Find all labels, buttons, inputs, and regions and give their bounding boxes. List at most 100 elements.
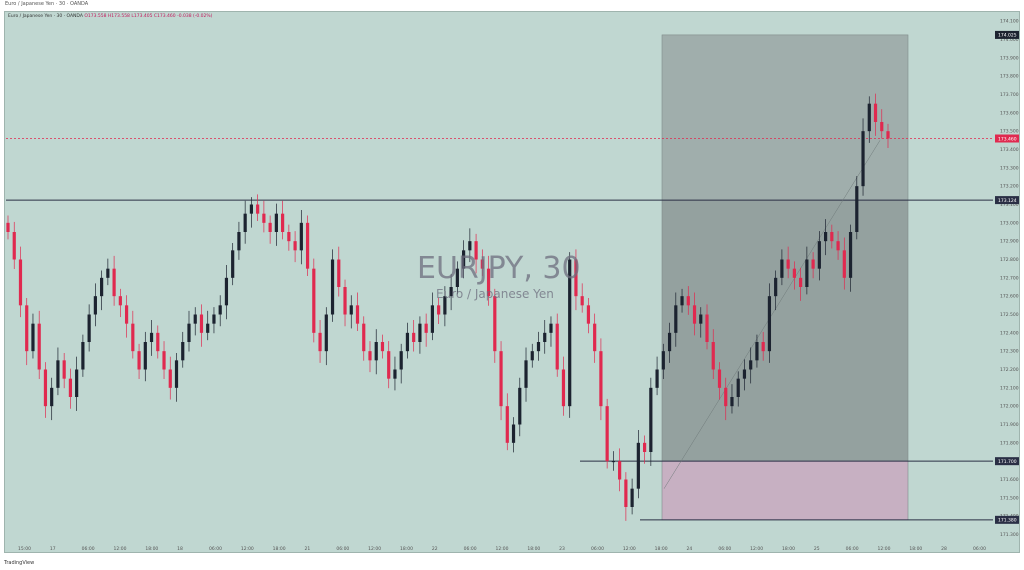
candle-body bbox=[611, 461, 615, 463]
candle-body bbox=[337, 259, 341, 287]
legend-title: Euro / Japanese Yen · 30 · OANDA bbox=[8, 14, 83, 19]
candle-body bbox=[848, 232, 853, 278]
x-tick-label: 12:00 bbox=[241, 546, 254, 552]
chart-legend: Euro / Japanese Yen · 30 · OANDA O173.55… bbox=[8, 14, 212, 19]
candle-body bbox=[842, 250, 846, 278]
x-tick-label: 22 bbox=[432, 546, 438, 552]
candle-body bbox=[162, 351, 166, 370]
y-tick-label: 172.100 bbox=[1000, 385, 1019, 391]
candle-body bbox=[124, 305, 129, 324]
candle-body bbox=[692, 305, 697, 324]
x-tick-label: 21 bbox=[305, 546, 311, 552]
candle-body bbox=[524, 360, 528, 388]
candle-body bbox=[405, 332, 410, 352]
x-tick-label: 23 bbox=[559, 546, 565, 552]
candle-body bbox=[755, 342, 759, 361]
candle-body bbox=[705, 314, 709, 342]
x-tick-label: 06:00 bbox=[973, 546, 986, 552]
candle-body bbox=[536, 342, 541, 352]
candle-body bbox=[630, 488, 634, 507]
candle-body bbox=[399, 351, 403, 370]
candle-body bbox=[580, 296, 584, 306]
y-tick-label: 173.400 bbox=[1000, 147, 1019, 153]
candle-body bbox=[412, 332, 416, 342]
trend-line bbox=[663, 140, 881, 489]
candle-body bbox=[505, 406, 509, 443]
x-tick-label: 18:00 bbox=[400, 546, 413, 552]
candle-body bbox=[193, 314, 197, 324]
candle-body bbox=[106, 268, 110, 278]
candle-body bbox=[249, 204, 254, 214]
y-tick-label: 172.400 bbox=[1000, 330, 1019, 336]
candle-body bbox=[374, 342, 378, 361]
x-tick-label: 18:00 bbox=[782, 546, 795, 552]
candle-body bbox=[174, 360, 179, 388]
candle-body bbox=[717, 369, 722, 388]
candle-body bbox=[362, 323, 366, 352]
candle-body bbox=[568, 259, 572, 407]
candle-body bbox=[243, 213, 247, 232]
candle-body bbox=[480, 259, 484, 269]
candle-body bbox=[880, 122, 884, 132]
price-label-top-box bbox=[995, 30, 1019, 39]
candle-body bbox=[655, 369, 659, 388]
top-bar: Euro / Japanese Yen · 30 · OANDA bbox=[0, 0, 1024, 11]
x-tick-label: 18:00 bbox=[273, 546, 286, 552]
price-label-resistance: 173.124 bbox=[998, 198, 1017, 204]
y-tick-label: 173.300 bbox=[1000, 165, 1019, 171]
candle-body bbox=[518, 387, 522, 425]
candle-body bbox=[25, 305, 29, 352]
candle-body bbox=[343, 287, 347, 315]
y-tick-label: 173.800 bbox=[1000, 74, 1019, 80]
y-tick-label: 171.900 bbox=[1000, 422, 1019, 428]
candle-body bbox=[112, 268, 116, 297]
candle-body bbox=[618, 461, 622, 480]
candle-body bbox=[237, 232, 241, 251]
candle-body bbox=[256, 204, 260, 214]
candle-body bbox=[50, 387, 54, 407]
price-label-current-box bbox=[995, 134, 1019, 143]
candle-body bbox=[324, 314, 328, 352]
candle-body bbox=[199, 314, 204, 333]
y-tick-label: 172.200 bbox=[1000, 367, 1019, 373]
y-tick-label: 173.200 bbox=[1000, 184, 1019, 190]
y-tick-label: 173.100 bbox=[1000, 202, 1019, 208]
x-tick-label: 18:00 bbox=[655, 546, 668, 552]
candle-body bbox=[805, 259, 809, 287]
candle-body bbox=[387, 351, 391, 379]
y-tick-label: 171.500 bbox=[1000, 495, 1019, 501]
candle-body bbox=[224, 277, 229, 306]
candle-body bbox=[62, 360, 66, 379]
x-tick-label: 12:00 bbox=[114, 546, 127, 552]
candle-body bbox=[817, 241, 821, 269]
y-tick-label: 172.000 bbox=[1000, 404, 1019, 410]
candle-body bbox=[811, 259, 815, 269]
price-label-support-box bbox=[995, 457, 1019, 466]
watermark-title: EURJPY, 30 bbox=[417, 251, 581, 286]
candle-body bbox=[168, 369, 172, 388]
candle-body bbox=[830, 232, 834, 242]
candle-body bbox=[380, 342, 385, 352]
candle-body bbox=[774, 277, 778, 297]
x-tick-label: 06:00 bbox=[846, 546, 859, 552]
zone-middle bbox=[662, 200, 908, 462]
candle-body bbox=[355, 305, 360, 324]
y-tick-label: 173.900 bbox=[1000, 55, 1019, 61]
x-tick-label: 24 bbox=[687, 546, 693, 552]
candle-body bbox=[118, 296, 122, 306]
y-tick-label: 172.800 bbox=[1000, 257, 1019, 263]
candle-body bbox=[81, 342, 85, 370]
x-tick-label: 12:00 bbox=[496, 546, 509, 552]
candle-body bbox=[493, 296, 497, 352]
candle-body bbox=[18, 259, 23, 306]
candle-body bbox=[305, 222, 310, 269]
candle-body bbox=[593, 323, 597, 352]
candle-body bbox=[711, 342, 715, 370]
candle-body bbox=[661, 351, 665, 370]
candle-body bbox=[761, 342, 765, 352]
candle-body bbox=[56, 360, 60, 388]
tradingview-brand: TradingView bbox=[4, 560, 35, 566]
candle-body bbox=[742, 369, 747, 379]
candle-body bbox=[75, 369, 79, 397]
